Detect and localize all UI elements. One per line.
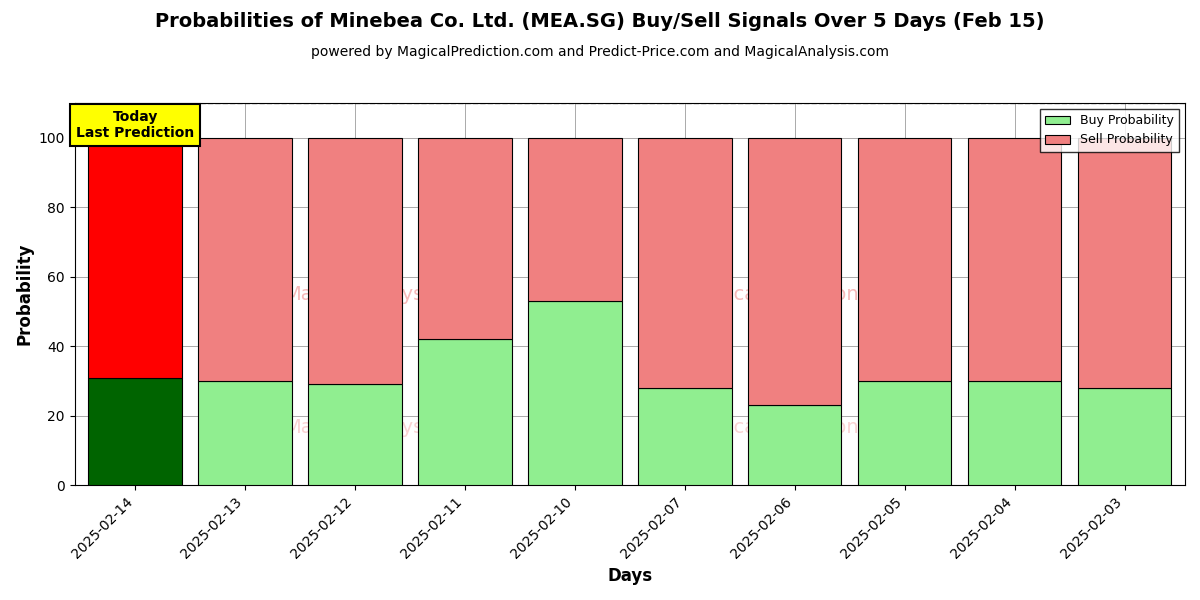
Bar bbox=[1078, 388, 1171, 485]
Bar bbox=[858, 381, 952, 485]
Bar bbox=[968, 381, 1061, 485]
Text: MagicalPrediction.com: MagicalPrediction.com bbox=[686, 418, 906, 437]
Bar bbox=[638, 138, 732, 388]
Y-axis label: Probability: Probability bbox=[16, 243, 34, 346]
Text: MagicalAnalysis.com: MagicalAnalysis.com bbox=[284, 418, 487, 437]
Bar bbox=[1078, 138, 1171, 388]
Bar bbox=[198, 138, 292, 381]
Bar bbox=[308, 138, 402, 385]
Text: MagicalPrediction.com: MagicalPrediction.com bbox=[686, 284, 906, 304]
Legend: Buy Probability, Sell Probability: Buy Probability, Sell Probability bbox=[1040, 109, 1178, 151]
Text: MagicalAnalysis.com: MagicalAnalysis.com bbox=[284, 284, 487, 304]
Bar bbox=[308, 385, 402, 485]
Text: Today
Last Prediction: Today Last Prediction bbox=[76, 110, 194, 140]
Text: powered by MagicalPrediction.com and Predict-Price.com and MagicalAnalysis.com: powered by MagicalPrediction.com and Pre… bbox=[311, 45, 889, 59]
Bar bbox=[748, 406, 841, 485]
Bar bbox=[858, 138, 952, 381]
Bar bbox=[198, 381, 292, 485]
Text: Probabilities of Minebea Co. Ltd. (MEA.SG) Buy/Sell Signals Over 5 Days (Feb 15): Probabilities of Minebea Co. Ltd. (MEA.S… bbox=[155, 12, 1045, 31]
Bar bbox=[528, 138, 622, 301]
Bar bbox=[638, 388, 732, 485]
Bar bbox=[419, 138, 511, 340]
Bar bbox=[748, 138, 841, 406]
Bar bbox=[419, 340, 511, 485]
Bar bbox=[528, 301, 622, 485]
Bar bbox=[89, 138, 182, 377]
Bar bbox=[968, 138, 1061, 381]
Bar bbox=[89, 377, 182, 485]
X-axis label: Days: Days bbox=[607, 567, 653, 585]
